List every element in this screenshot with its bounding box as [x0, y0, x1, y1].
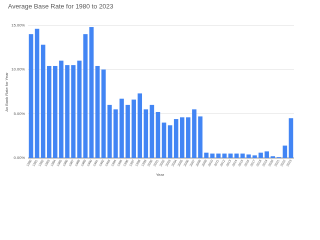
- x-tick-label: 1998: [134, 159, 141, 167]
- chart: Average Base Rate for 1980 to 2023 Year …: [4, 4, 294, 177]
- x-tick-label: 2019: [261, 159, 268, 167]
- bar: [71, 65, 76, 158]
- x-tick-label: 2007: [189, 159, 196, 167]
- bar: [270, 156, 276, 158]
- x-tick-label: 2005: [177, 159, 184, 167]
- x-tick-label: 2012: [219, 159, 226, 167]
- bar: [40, 44, 46, 158]
- bar: [101, 69, 106, 158]
- y-tick-label: 15.00%: [11, 22, 25, 27]
- x-tick-label: 2021: [273, 159, 280, 167]
- x-tick-label: 2017: [249, 159, 256, 167]
- x-tick-label: 1993: [104, 159, 111, 167]
- x-tick-label: 2006: [183, 159, 190, 167]
- x-tick-label: 2011: [213, 159, 220, 167]
- x-tick-label: 2002: [159, 159, 166, 167]
- bar: [89, 27, 94, 159]
- x-tick-label: 1996: [122, 159, 129, 167]
- y-tick-label: 10.00%: [11, 67, 25, 72]
- bar: [228, 153, 233, 158]
- x-tick-label: 1982: [38, 159, 45, 167]
- x-tick-label: 2016: [243, 159, 250, 167]
- bar: [46, 65, 52, 158]
- x-tick-label: 2004: [171, 159, 178, 167]
- bar: [65, 65, 70, 158]
- bar: [252, 155, 257, 158]
- x-tick-label: 2000: [147, 159, 154, 167]
- bar: [192, 109, 197, 158]
- bar: [216, 153, 221, 158]
- y-axis-label: Av Bank Rate for Year: [4, 72, 9, 112]
- x-tick-label: 1991: [92, 159, 99, 167]
- bar: [173, 119, 179, 158]
- bar: [137, 93, 143, 158]
- bar: [198, 116, 203, 158]
- x-tick-label: 2014: [231, 159, 238, 167]
- bar: [179, 117, 185, 158]
- bar: [264, 151, 269, 158]
- x-tick-label: 2003: [165, 159, 172, 167]
- bar: [246, 154, 251, 158]
- x-tick-label: 1999: [140, 159, 147, 167]
- x-tick-label: 1989: [80, 159, 87, 167]
- chart-title: Average Base Rate for 1980 to 2023: [8, 4, 114, 11]
- x-tick-label: 2008: [195, 159, 202, 167]
- x-tick-label: 2015: [237, 159, 244, 167]
- bar: [234, 153, 239, 158]
- bar: [119, 98, 124, 158]
- bar: [161, 122, 167, 158]
- x-tick-label: 2018: [255, 159, 262, 167]
- bar: [240, 153, 245, 158]
- x-tick-label: 1981: [32, 159, 39, 167]
- bar: [28, 34, 34, 158]
- bar: [95, 65, 100, 158]
- x-tick-label: 1994: [110, 159, 117, 167]
- bar: [143, 109, 149, 158]
- x-tick-label: 1992: [98, 159, 105, 167]
- bar: [149, 104, 155, 158]
- x-tick-label: 2001: [153, 159, 160, 167]
- x-tick-label: 2023: [286, 159, 293, 167]
- bar: [204, 152, 209, 158]
- bar: [83, 34, 88, 158]
- x-axis-label: Year: [156, 172, 165, 177]
- x-tick-label: 1995: [116, 159, 123, 167]
- x-tick-label: 1990: [86, 159, 93, 167]
- bar: [155, 111, 161, 158]
- x-tick-label: 2020: [267, 159, 274, 167]
- x-tick-label: 1988: [74, 159, 81, 167]
- x-tick-label: 1983: [44, 159, 51, 167]
- bar: [222, 153, 227, 158]
- bar: [186, 117, 191, 158]
- x-tick-label: 2022: [280, 159, 287, 167]
- x-tick-label: 2010: [207, 159, 214, 167]
- bar: [210, 153, 215, 158]
- x-tick-label: 1987: [68, 159, 75, 167]
- bar: [258, 152, 263, 158]
- x-tick-label: 1984: [50, 159, 57, 167]
- bar: [59, 60, 64, 158]
- bar: [53, 65, 58, 158]
- bar: [125, 104, 130, 158]
- bar: [276, 157, 282, 158]
- bar: [34, 28, 40, 159]
- bar: [107, 104, 112, 158]
- bar: [282, 145, 288, 158]
- bar: [113, 109, 118, 158]
- bar: [131, 99, 136, 158]
- bar: [288, 118, 294, 158]
- y-tick-label: 0.00%: [14, 155, 26, 160]
- x-tick-label: 2013: [225, 159, 232, 167]
- x-tick-label: 2009: [201, 159, 208, 167]
- x-tick-label: 1986: [62, 159, 69, 167]
- bar: [167, 125, 173, 158]
- x-tick-label: 1985: [56, 159, 63, 167]
- x-tick-label: 1997: [128, 159, 135, 167]
- x-tick-label: 1980: [26, 159, 33, 167]
- y-tick-label: 5.00%: [14, 111, 26, 116]
- bar: [77, 60, 82, 158]
